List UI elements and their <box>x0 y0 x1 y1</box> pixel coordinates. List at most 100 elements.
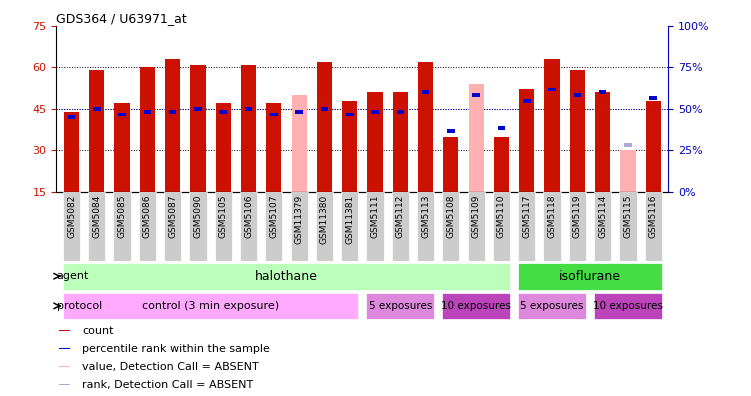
Bar <box>63 263 510 289</box>
Bar <box>595 92 611 192</box>
Text: GDS364 / U63971_at: GDS364 / U63971_at <box>56 11 187 25</box>
Bar <box>417 192 434 261</box>
Bar <box>219 110 227 114</box>
Bar <box>442 192 460 261</box>
Bar <box>265 192 282 261</box>
Bar <box>59 366 71 367</box>
Text: GSM11379: GSM11379 <box>294 195 303 244</box>
Text: GSM5082: GSM5082 <box>67 195 76 238</box>
Text: GSM5114: GSM5114 <box>598 195 607 238</box>
Bar <box>164 192 181 261</box>
Bar <box>544 192 561 261</box>
Bar <box>518 293 586 319</box>
Bar <box>447 129 454 133</box>
Text: GSM5106: GSM5106 <box>244 195 253 238</box>
Bar <box>443 137 458 192</box>
Bar <box>245 107 252 111</box>
Bar <box>594 293 662 319</box>
Bar <box>518 192 535 261</box>
Text: GSM5118: GSM5118 <box>547 195 556 238</box>
Text: GSM5087: GSM5087 <box>168 195 177 238</box>
Bar <box>139 192 156 261</box>
Bar <box>291 95 306 192</box>
Bar <box>267 103 282 192</box>
Text: GSM5112: GSM5112 <box>396 195 405 238</box>
Bar <box>342 101 357 192</box>
Text: GSM5117: GSM5117 <box>522 195 531 238</box>
Text: GSM5119: GSM5119 <box>573 195 582 238</box>
Text: GSM5084: GSM5084 <box>92 195 101 238</box>
Bar <box>270 112 278 116</box>
Bar <box>59 330 71 331</box>
Bar <box>169 110 176 114</box>
Bar <box>59 348 71 349</box>
Bar <box>523 99 530 103</box>
Bar <box>367 92 382 192</box>
Text: 5 exposures: 5 exposures <box>520 301 584 311</box>
Bar <box>624 143 632 147</box>
Text: GSM5109: GSM5109 <box>472 195 481 238</box>
Bar <box>216 103 231 192</box>
Text: 10 exposures: 10 exposures <box>593 301 663 311</box>
Bar <box>215 192 232 261</box>
Bar <box>569 192 586 261</box>
Text: GSM5111: GSM5111 <box>370 195 379 238</box>
Bar <box>493 192 510 261</box>
Bar <box>442 293 510 319</box>
Text: GSM5116: GSM5116 <box>649 195 658 238</box>
Text: GSM5107: GSM5107 <box>270 195 279 238</box>
Text: GSM5110: GSM5110 <box>497 195 506 238</box>
Text: GSM5108: GSM5108 <box>446 195 455 238</box>
Bar <box>418 62 433 192</box>
Text: GSM11380: GSM11380 <box>320 195 329 244</box>
Bar <box>518 263 662 289</box>
Bar <box>195 107 202 111</box>
Bar <box>316 192 333 261</box>
Bar <box>371 110 379 114</box>
Text: GSM11381: GSM11381 <box>345 195 354 244</box>
Text: rank, Detection Call = ABSENT: rank, Detection Call = ABSENT <box>82 380 253 390</box>
Bar <box>63 293 358 319</box>
Text: GSM5085: GSM5085 <box>118 195 127 238</box>
Bar <box>295 110 303 114</box>
Bar <box>366 293 434 319</box>
Bar <box>468 192 485 261</box>
Bar <box>165 59 180 192</box>
Bar <box>519 89 535 192</box>
Bar <box>644 192 662 261</box>
Text: control (3 min exposure): control (3 min exposure) <box>142 301 279 311</box>
Bar <box>620 150 635 192</box>
Bar <box>93 107 101 111</box>
Bar <box>346 112 354 116</box>
Bar <box>140 67 155 192</box>
Bar <box>646 101 661 192</box>
Text: isoflurane: isoflurane <box>559 270 621 283</box>
Bar <box>317 62 332 192</box>
Bar <box>392 192 409 261</box>
Bar <box>544 59 559 192</box>
Bar <box>190 65 206 192</box>
Bar <box>472 93 480 97</box>
Text: protocol: protocol <box>57 301 102 311</box>
Bar <box>291 192 308 261</box>
Bar <box>143 110 151 114</box>
Bar <box>59 384 71 385</box>
Bar <box>241 65 256 192</box>
Text: count: count <box>82 326 113 335</box>
Text: 5 exposures: 5 exposures <box>369 301 432 311</box>
Bar <box>397 110 404 114</box>
Bar <box>321 107 328 111</box>
Bar <box>422 90 430 94</box>
Bar <box>574 93 581 97</box>
Bar <box>620 192 637 261</box>
Bar <box>494 137 509 192</box>
Text: GSM5105: GSM5105 <box>219 195 228 238</box>
Bar <box>240 192 257 261</box>
Bar <box>119 112 126 116</box>
Bar <box>366 192 384 261</box>
Bar <box>341 192 358 261</box>
Text: halothane: halothane <box>255 270 318 283</box>
Text: GSM5086: GSM5086 <box>143 195 152 238</box>
Text: GSM5115: GSM5115 <box>623 195 632 238</box>
Bar <box>113 192 131 261</box>
